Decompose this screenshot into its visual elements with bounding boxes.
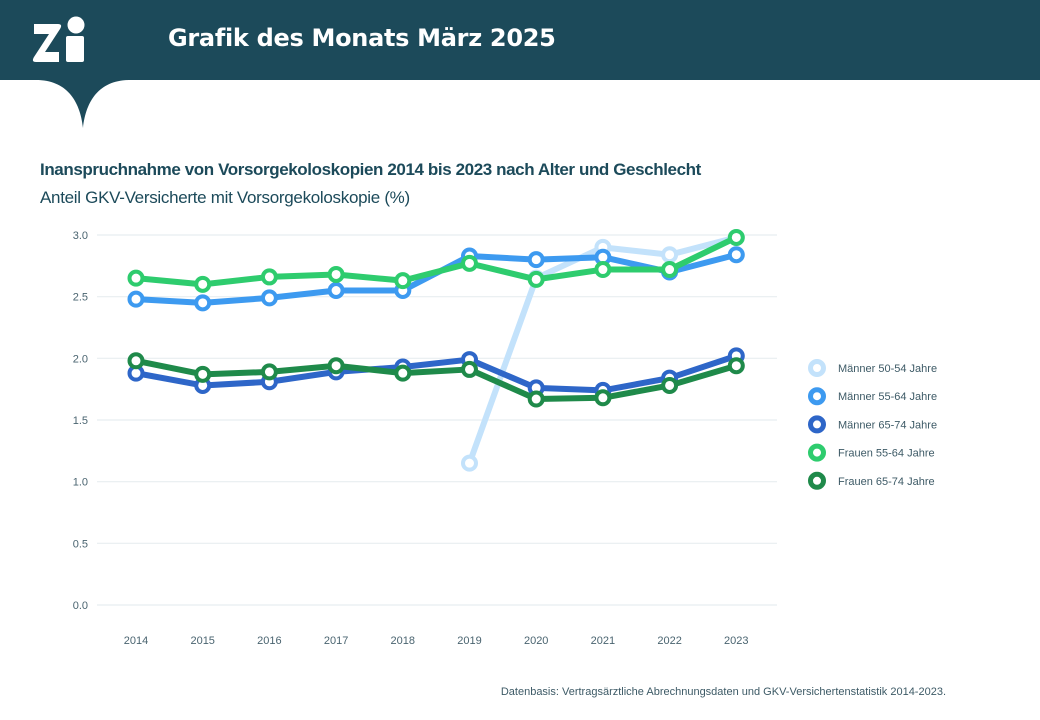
zi-logo — [0, 16, 140, 128]
data-point — [127, 290, 145, 308]
legend-marker — [808, 387, 826, 406]
series-line-5 — [133, 357, 740, 403]
x-tick-label: 2021 — [591, 635, 615, 647]
legend-label: Frauen 55-64 Jahre — [838, 448, 935, 460]
series-line-3 — [133, 352, 740, 394]
series-line-4 — [133, 234, 740, 288]
data-point — [461, 254, 478, 272]
x-tick-label: 2020 — [524, 635, 548, 647]
x-tick-label: 2023 — [724, 635, 748, 647]
data-point — [327, 265, 345, 283]
x-tick-label: 2019 — [457, 635, 481, 647]
data-point — [594, 261, 612, 279]
legend-label: Männer 65-74 Jahre — [838, 419, 937, 431]
data-point — [727, 228, 745, 246]
y-tick-label: 1.5 — [73, 415, 88, 427]
y-tick-label: 2.0 — [73, 353, 88, 365]
data-point — [661, 246, 679, 264]
legend-marker — [808, 471, 826, 490]
data-point — [527, 270, 545, 288]
chart-subtitle: Anteil GKV-Versicherte mit Vorsorgekolos… — [40, 188, 410, 207]
legend-label: Männer 50-54 Jahre — [838, 363, 937, 375]
legend-label: Männer 55-64 Jahre — [838, 391, 937, 403]
chart-title: Inanspruchnahme von Vorsorgekoloskopien … — [40, 160, 701, 179]
y-tick-label: 2.5 — [73, 292, 88, 304]
data-point — [727, 357, 745, 375]
x-tick-label: 2022 — [657, 635, 681, 647]
y-tick-label: 0.0 — [73, 600, 88, 612]
x-tick-label: 2015 — [190, 635, 214, 647]
data-point — [661, 261, 679, 279]
header-title: Grafik des Monats März 2025 — [168, 24, 556, 52]
legend-marker — [808, 359, 826, 377]
y-tick-label: 3.0 — [73, 230, 88, 242]
legend-marker — [808, 415, 826, 434]
x-tick-label: 2018 — [391, 635, 415, 647]
data-point — [394, 364, 412, 382]
x-tick-label: 2017 — [324, 635, 348, 647]
data-point — [194, 365, 212, 383]
legend-label: Frauen 65-74 Jahre — [838, 476, 935, 488]
y-tick-label: 0.5 — [73, 538, 88, 550]
data-source-note: Datenbasis: Vertragsärztliche Abrechnung… — [500, 686, 946, 698]
y-tick-label: 1.0 — [73, 477, 88, 489]
data-point — [527, 251, 545, 269]
data-point — [260, 363, 278, 381]
data-point — [260, 268, 278, 286]
data-point — [327, 282, 345, 299]
data-point — [260, 289, 278, 307]
x-tick-label: 2014 — [124, 635, 148, 647]
x-tick-label: 2016 — [257, 635, 281, 647]
legend-marker — [808, 443, 826, 462]
data-point — [594, 389, 612, 407]
data-point — [527, 390, 545, 408]
data-point — [394, 272, 412, 290]
header-bar — [0, 0, 1040, 80]
data-point — [194, 275, 212, 293]
data-point — [727, 246, 745, 264]
data-point — [327, 357, 345, 375]
data-point — [194, 294, 212, 312]
data-point — [127, 269, 145, 287]
data-point — [461, 454, 478, 472]
data-point — [461, 360, 478, 378]
data-point — [127, 352, 145, 370]
data-point — [661, 376, 679, 394]
